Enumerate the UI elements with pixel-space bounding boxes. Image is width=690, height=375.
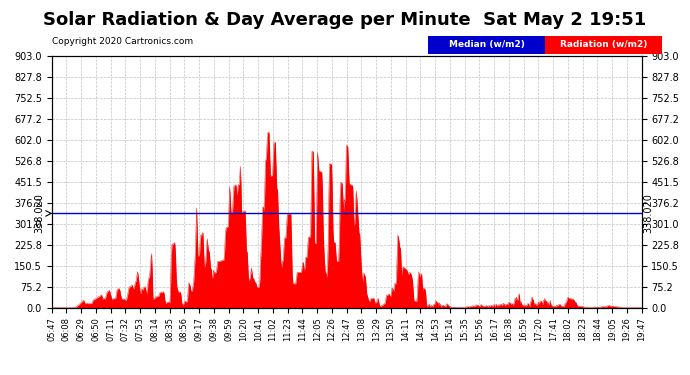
Text: 338.020: 338.020 (643, 194, 653, 233)
Text: Radiation (w/m2): Radiation (w/m2) (560, 40, 647, 50)
Text: 338.020: 338.020 (34, 194, 44, 233)
Text: Solar Radiation & Day Average per Minute  Sat May 2 19:51: Solar Radiation & Day Average per Minute… (43, 11, 647, 29)
Bar (545, 36, 662, 54)
Text: Copyright 2020 Cartronics.com: Copyright 2020 Cartronics.com (52, 38, 193, 46)
Text: Median (w/m2): Median (w/m2) (448, 40, 524, 50)
Bar (428, 36, 545, 54)
